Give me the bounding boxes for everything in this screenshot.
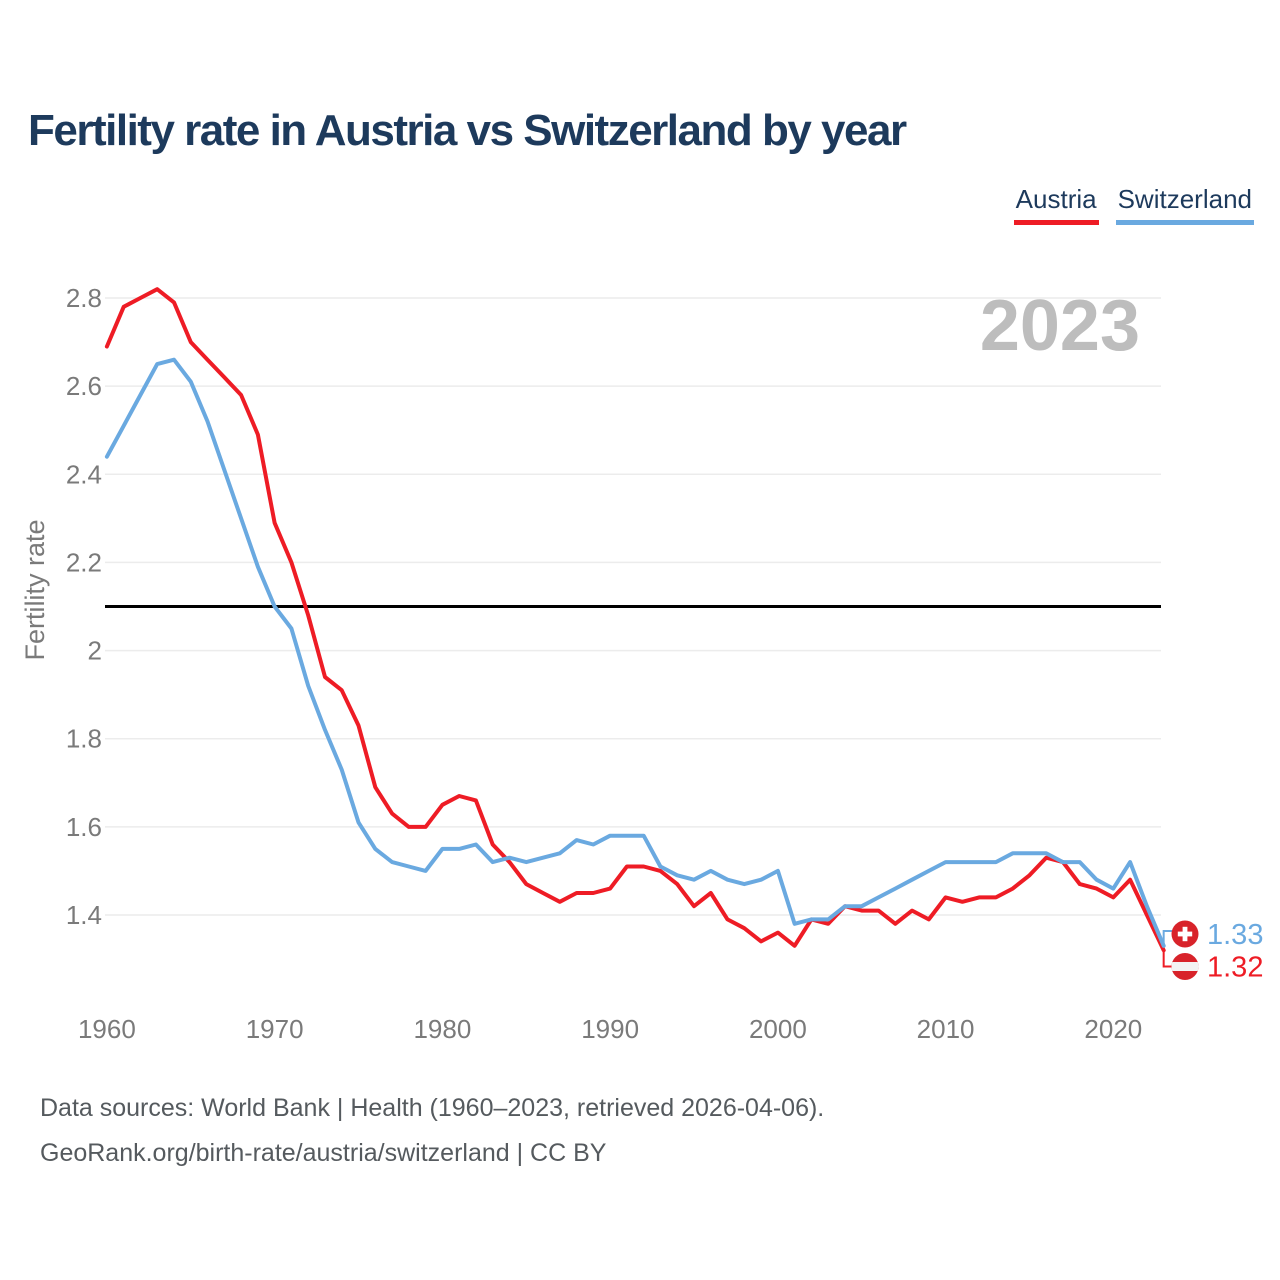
legend-item-switzerland[interactable]: Switzerland bbox=[1115, 184, 1254, 225]
legend-label-austria: Austria bbox=[1015, 184, 1097, 214]
switzerland-line bbox=[104, 357, 1166, 948]
x-tick-label: 2020 bbox=[1084, 1014, 1142, 1044]
y-tick-label: 2 bbox=[88, 636, 102, 666]
austria-flag-band bbox=[1171, 962, 1199, 971]
chart-title: Fertility rate in Austria vs Switzerland… bbox=[28, 106, 907, 155]
footer-sources-line: Data sources: World Bank | Health (1960–… bbox=[40, 1094, 825, 1122]
y-tick-label: 2.6 bbox=[66, 371, 102, 401]
switzerland-end-value: 1.33 bbox=[1207, 919, 1263, 951]
y-axis-title: Fertility rate bbox=[20, 519, 50, 660]
y-tick-label: 1.8 bbox=[66, 724, 102, 754]
y-tick-label: 2.2 bbox=[66, 547, 102, 577]
y-tick-label: 2.4 bbox=[66, 459, 102, 489]
watermark-year: 2023 bbox=[980, 286, 1140, 366]
switzerland-label-connector bbox=[1162, 930, 1172, 944]
austria-line bbox=[104, 287, 1166, 953]
legend-swatch-switzerland bbox=[1115, 220, 1254, 225]
x-tick-label: 2010 bbox=[917, 1014, 975, 1044]
legend-label-switzerland: Switzerland bbox=[1117, 184, 1252, 214]
legend: Austria Switzerland bbox=[1013, 184, 1254, 225]
x-tick-label: 2000 bbox=[749, 1014, 807, 1044]
x-tick-label: 1960 bbox=[78, 1014, 136, 1044]
switzerland-flag-cross bbox=[1177, 931, 1193, 937]
x-tick-label: 1970 bbox=[246, 1014, 304, 1044]
x-tick-label: 1980 bbox=[413, 1014, 471, 1044]
austria-label-connector bbox=[1162, 951, 1172, 968]
y-tick-label: 1.4 bbox=[66, 900, 102, 930]
y-tick-label: 2.8 bbox=[66, 283, 102, 313]
y-tick-label: 1.6 bbox=[66, 812, 102, 842]
legend-item-austria[interactable]: Austria bbox=[1013, 184, 1099, 225]
x-tick-label: 1990 bbox=[581, 1014, 639, 1044]
footer-attribution-line: GeoRank.org/birth-rate/austria/switzerla… bbox=[40, 1139, 607, 1167]
austria-end-value: 1.32 bbox=[1207, 952, 1263, 984]
legend-swatch-austria bbox=[1013, 220, 1099, 225]
footer: Data sources: World Bank | Health (1960–… bbox=[40, 1086, 824, 1176]
